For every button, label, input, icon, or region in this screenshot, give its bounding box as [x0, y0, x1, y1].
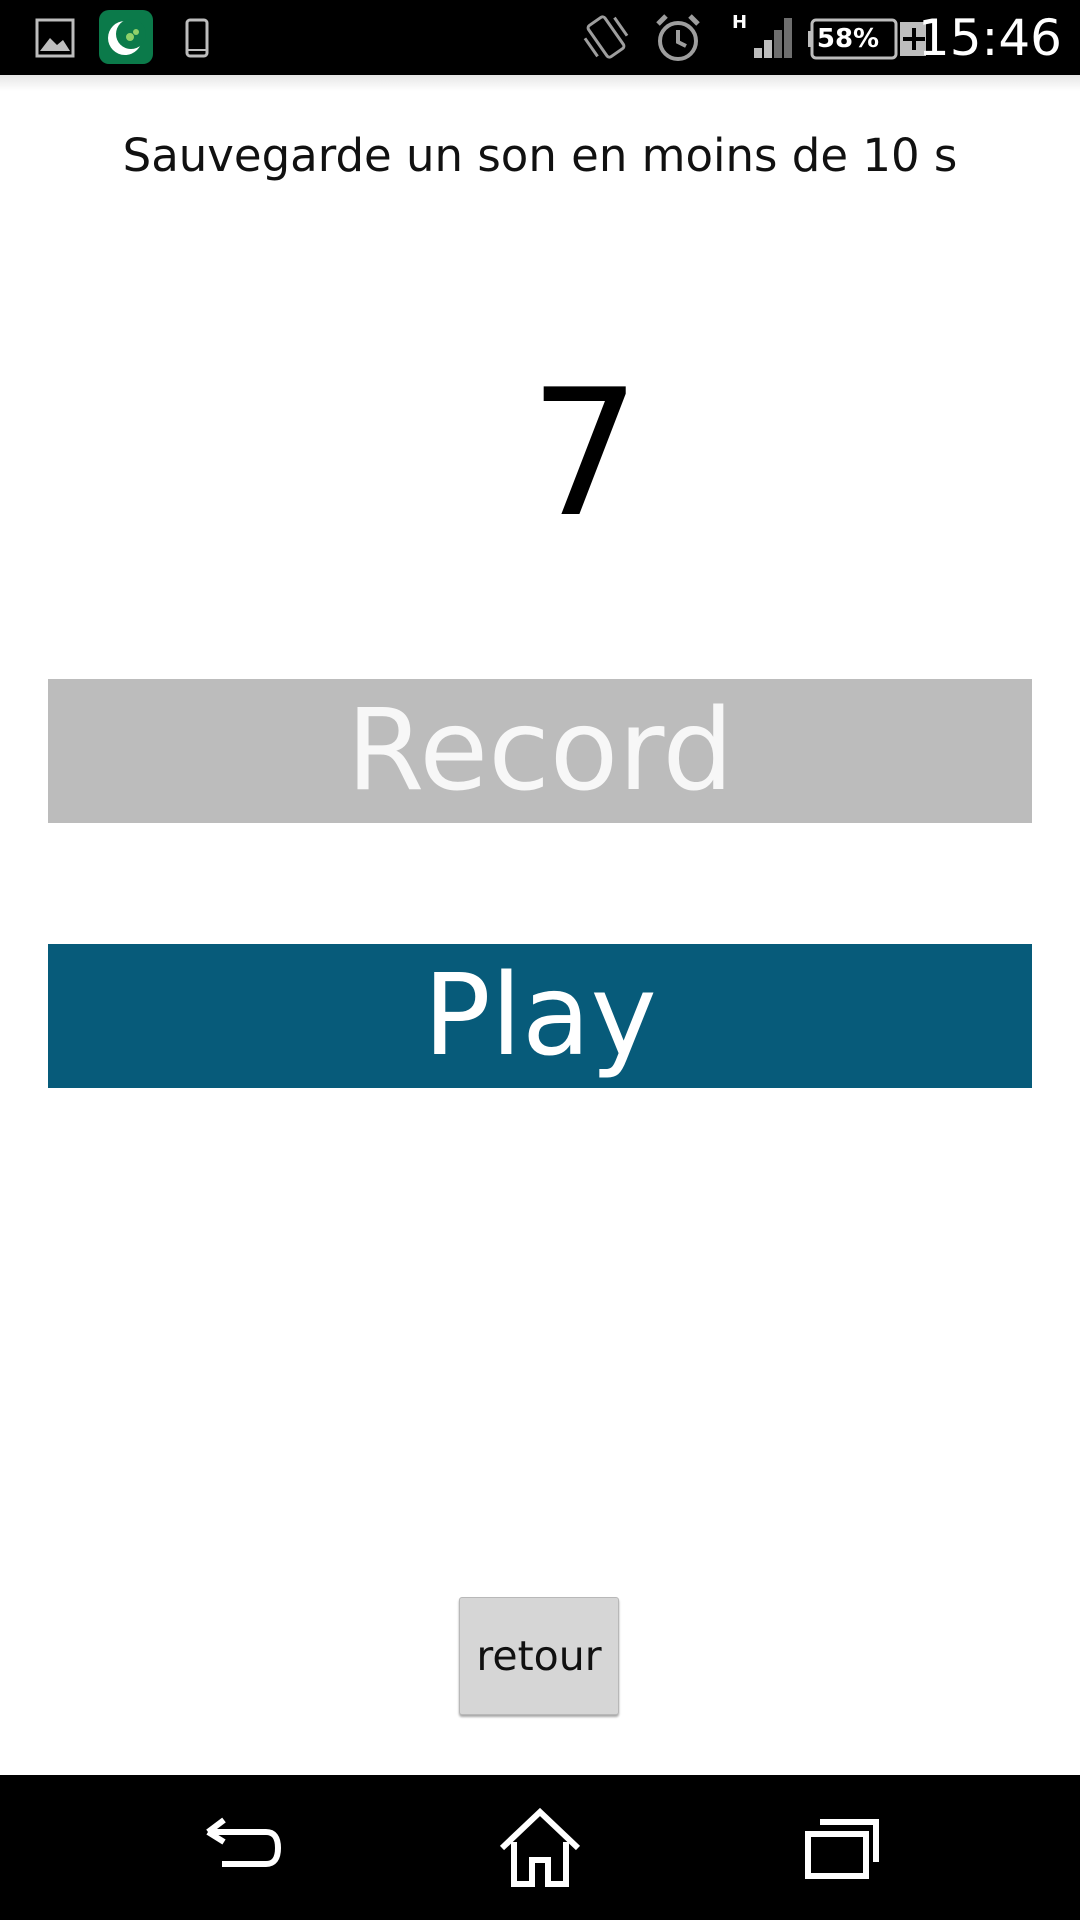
- app-notification-icon: [99, 10, 153, 64]
- countdown-value: 7: [529, 353, 641, 556]
- phone-icon: [184, 18, 210, 58]
- play-button[interactable]: Play: [48, 944, 1032, 1088]
- back-button[interactable]: retour: [459, 1597, 619, 1715]
- navigation-bar: [0, 1775, 1080, 1920]
- battery-percent: 58%: [816, 24, 880, 54]
- record-button[interactable]: Record: [48, 679, 1032, 823]
- back-icon[interactable]: [180, 1800, 300, 1895]
- signal-icon: H: [730, 10, 792, 60]
- status-bar: H 58% 15:46: [0, 0, 1080, 75]
- network-type-text: H: [732, 12, 747, 33]
- alarm-icon: [652, 12, 704, 64]
- status-bar-shadow: [0, 75, 1080, 91]
- home-icon[interactable]: [480, 1800, 600, 1895]
- battery-charging-icon: 58%: [808, 16, 926, 62]
- screen-title: Sauvegarde un son en moins de 10 s: [122, 129, 958, 182]
- gallery-icon: [35, 18, 75, 58]
- recent-apps-icon[interactable]: [780, 1800, 900, 1895]
- vibrate-icon: [578, 12, 634, 62]
- status-time: 15:46: [917, 9, 1062, 67]
